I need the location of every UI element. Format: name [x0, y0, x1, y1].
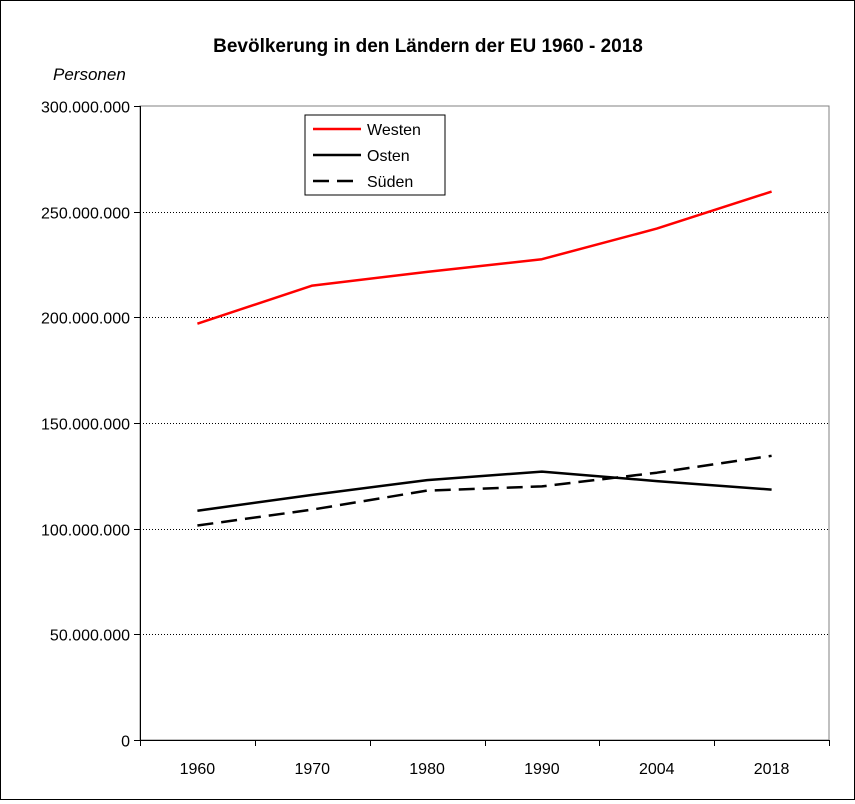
- y-tick-label: 100.000.000: [41, 523, 130, 540]
- legend: Westen Osten Süden: [304, 114, 446, 196]
- y-axis-label: Personen: [53, 65, 126, 84]
- x-tick-label: 1990: [524, 761, 560, 778]
- legend-label-süden: Süden: [367, 174, 413, 191]
- y-tick-label: 50.000.000: [50, 628, 130, 645]
- grid-lines: [140, 212, 829, 635]
- legend-label-osten: Osten: [367, 148, 410, 165]
- x-tick-label: 1960: [180, 761, 216, 778]
- x-tick-label: 2004: [639, 761, 675, 778]
- series-lines: [197, 190, 772, 527]
- x-tick-label: 1970: [294, 761, 330, 778]
- y-tick-label: 0: [121, 734, 130, 751]
- y-tick-label: 250.000.000: [41, 206, 130, 223]
- series-line-westen: [197, 190, 772, 325]
- y-tick-label: 300.000.000: [41, 100, 130, 117]
- x-tick-label: 1980: [409, 761, 445, 778]
- series-line-süden: [197, 454, 772, 527]
- series-line-osten: [197, 470, 772, 512]
- y-tick-label: 150.000.000: [41, 417, 130, 434]
- y-tick-label: 200.000.000: [41, 311, 130, 328]
- x-tick-label: 2018: [754, 761, 790, 778]
- axes: 0 50.000.000 100.000.000 150.000.000 200.000…: [41, 100, 830, 778]
- legend-label-westen: Westen: [367, 122, 421, 139]
- chart-title: Bevölkerung in den Ländern der EU 1960 -…: [213, 36, 643, 57]
